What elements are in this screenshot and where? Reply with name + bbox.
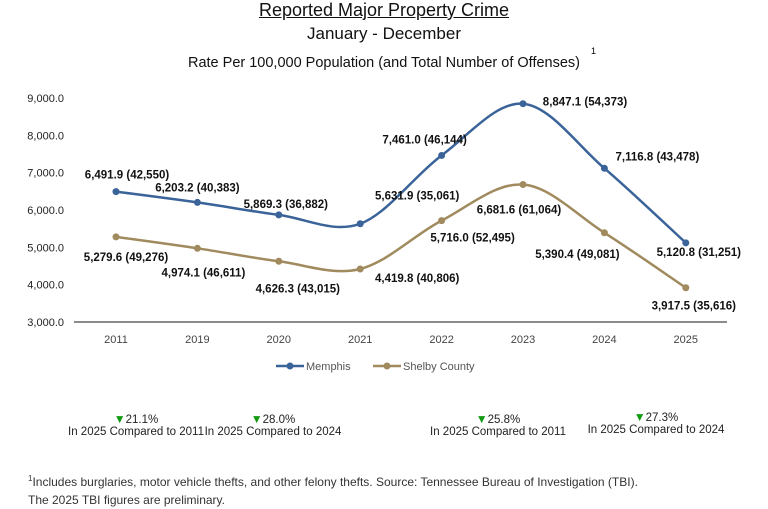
x-tick-label: 2021 xyxy=(348,334,372,346)
data-point xyxy=(193,244,201,252)
legend-label: Memphis xyxy=(306,361,351,373)
data-point xyxy=(356,220,364,228)
footnote-line2: The 2025 TBI figures are preliminary. xyxy=(28,493,225,507)
y-tick-label: 4,000.0 xyxy=(27,280,64,292)
data-point xyxy=(356,265,364,273)
data-label: 4,419.8 (40,806) xyxy=(375,273,460,285)
data-point xyxy=(438,217,446,225)
data-point xyxy=(112,188,120,196)
x-tick-label: 2019 xyxy=(185,334,209,346)
footnote-marker: 1 xyxy=(591,46,597,56)
legend-marker xyxy=(286,362,294,370)
y-tick-label: 8,000.0 xyxy=(27,130,64,142)
x-tick-label: 2023 xyxy=(511,334,535,346)
data-label: 5,279.6 (49,276) xyxy=(84,252,169,264)
down-triangle-icon: ▼ xyxy=(113,412,126,426)
stat-text: In 2025 Compared to 2011 xyxy=(68,426,204,438)
stat-value: 25.8% xyxy=(487,414,521,426)
data-point xyxy=(519,181,527,189)
stat-value: 27.3% xyxy=(645,412,679,424)
stat-memphis-2011: ▼21.1% In 2025 Compared to 2011 xyxy=(56,412,216,438)
data-point xyxy=(600,229,608,237)
stat-value: 21.1% xyxy=(125,414,159,426)
data-label: 5,631.9 (35,061) xyxy=(375,191,460,203)
down-triangle-icon: ▼ xyxy=(475,412,488,426)
series-line-0 xyxy=(115,102,687,244)
data-point xyxy=(112,233,120,241)
x-tick-label: 2024 xyxy=(592,334,616,346)
data-label: 5,869.3 (36,882) xyxy=(244,199,329,211)
chart-subtitle: January - December xyxy=(306,24,461,43)
down-triangle-icon: ▼ xyxy=(633,410,646,424)
x-tick-label: 2022 xyxy=(429,334,453,346)
y-tick-label: 9,000.0 xyxy=(27,93,64,105)
data-label: 6,681.6 (61,064) xyxy=(477,205,562,217)
y-tick-label: 5,000.0 xyxy=(27,242,64,254)
data-point xyxy=(519,100,527,108)
stat-shelby-2011: ▼25.8% In 2025 Compared to 2011 xyxy=(418,412,578,438)
data-label: 5,120.8 (31,251) xyxy=(657,247,742,259)
x-tick-label: 2020 xyxy=(267,334,291,346)
stat-text: In 2025 Compared to 2024 xyxy=(587,424,725,436)
footnote-sup: 1 xyxy=(28,474,33,483)
data-label: 8,847.1 (54,373) xyxy=(543,97,628,109)
data-point xyxy=(600,164,608,172)
stat-memphis-2024: ▼28.0% In 2025 Compared to 2024 xyxy=(193,412,353,438)
rate-label: Rate Per 100,000 Population (and Total N… xyxy=(187,55,580,71)
legend-marker xyxy=(383,362,391,370)
data-point xyxy=(438,151,446,159)
data-label: 3,917.5 (35,616) xyxy=(652,301,737,313)
line-chart: 3,000.0 4,000.0 5,000.0 6,000.0 7,000.0 8,000… xyxy=(27,93,742,373)
stat-shelby-2024: ▼27.3% In 2025 Compared to 2024 xyxy=(576,410,736,436)
y-tick-label: 3,000.0 xyxy=(27,317,64,329)
stat-value: 28.0% xyxy=(262,414,296,426)
data-label: 7,461.0 (46,144) xyxy=(382,134,467,146)
data-label: 5,390.4 (49,081) xyxy=(535,249,620,261)
footnote: 1Includes burglaries, motor vehicle thef… xyxy=(28,470,638,509)
legend-label: Shelby County xyxy=(403,361,475,373)
data-label: 4,626.3 (43,015) xyxy=(256,283,341,295)
series-line-1 xyxy=(115,183,687,289)
data-point xyxy=(682,284,690,292)
y-tick-label: 7,000.0 xyxy=(27,168,64,180)
data-label: 6,203.2 (40,383) xyxy=(155,182,240,194)
x-tick-label: 2025 xyxy=(674,334,698,346)
y-tick-label: 6,000.0 xyxy=(27,205,64,217)
data-point xyxy=(275,211,283,219)
stat-text: In 2025 Compared to 2024 xyxy=(204,426,342,438)
chart-title: Reported Major Property Crime xyxy=(258,0,510,20)
footnote-line1: Includes burglaries, motor vehicle theft… xyxy=(32,475,638,489)
data-label: 7,116.8 (43,478) xyxy=(616,151,700,163)
data-label: 6,491.9 (42,550) xyxy=(85,170,170,182)
x-tick-label: 2011 xyxy=(104,334,128,346)
data-label: 4,974.1 (46,611) xyxy=(162,267,246,279)
data-point xyxy=(275,257,283,265)
data-label: 5,716.0 (52,495) xyxy=(430,233,515,245)
stat-text: In 2025 Compared to 2011 xyxy=(430,426,566,438)
data-point xyxy=(682,239,690,247)
data-point xyxy=(193,198,201,206)
down-triangle-icon: ▼ xyxy=(250,412,263,426)
